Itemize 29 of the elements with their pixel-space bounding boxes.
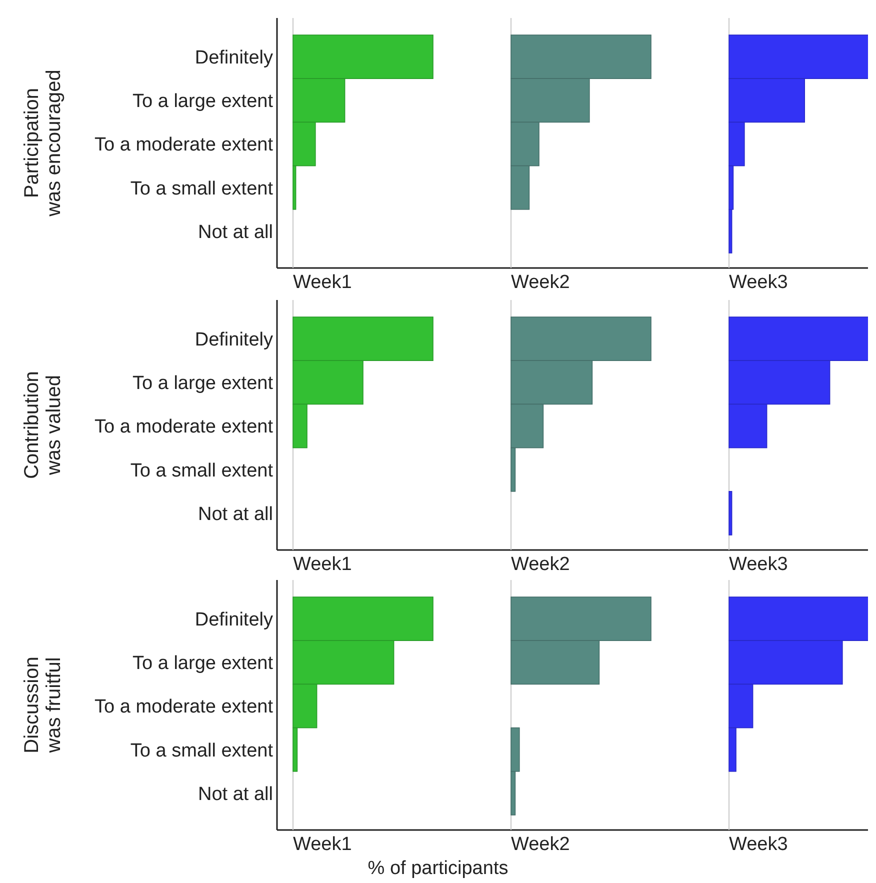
x-axis-title: Week1 xyxy=(293,554,352,575)
y-tick-label: To a moderate extent xyxy=(94,134,274,156)
y-tick-label: Not at all xyxy=(198,222,273,243)
y-tick-label: Definitely xyxy=(194,329,274,350)
y-tick-label: Definitely xyxy=(194,609,274,630)
y-axis-title: Participation was encouraged xyxy=(21,70,65,218)
text: % of participants xyxy=(368,858,508,879)
y-axis-title: Discussion was fruitful xyxy=(21,656,65,754)
y-tick-label: To a moderate extent xyxy=(94,416,274,438)
y-tick-label: To a small extent xyxy=(130,460,274,482)
y-tick-label: Not at all xyxy=(198,784,273,805)
x-axis-title: Week2 xyxy=(511,554,570,575)
y-tick-label: To a large extent xyxy=(132,91,274,112)
x-axis-title: Week1 xyxy=(293,834,352,855)
y-tick-label: Definitely xyxy=(194,47,274,68)
y-tick-label: Not at all xyxy=(198,504,273,525)
y-axis-title: Contribution was valued xyxy=(21,371,65,479)
x-axis-title: Week2 xyxy=(511,834,570,855)
y-tick-label: To a moderate extent xyxy=(94,696,274,718)
x-axis-title: Week3 xyxy=(729,834,788,855)
bar xyxy=(728,491,732,536)
x-axis-title: Week1 xyxy=(293,272,352,293)
x-axis-title: Week3 xyxy=(729,554,788,575)
y-tick-label: To a small extent xyxy=(130,740,274,762)
y-tick-label: To a small extent xyxy=(130,178,274,200)
x-axis-title: Week2 xyxy=(511,272,570,293)
x-axis-title: Week3 xyxy=(729,272,788,293)
y-tick-label: To a large extent xyxy=(132,653,274,674)
y-tick-label: To a large extent xyxy=(132,373,274,394)
